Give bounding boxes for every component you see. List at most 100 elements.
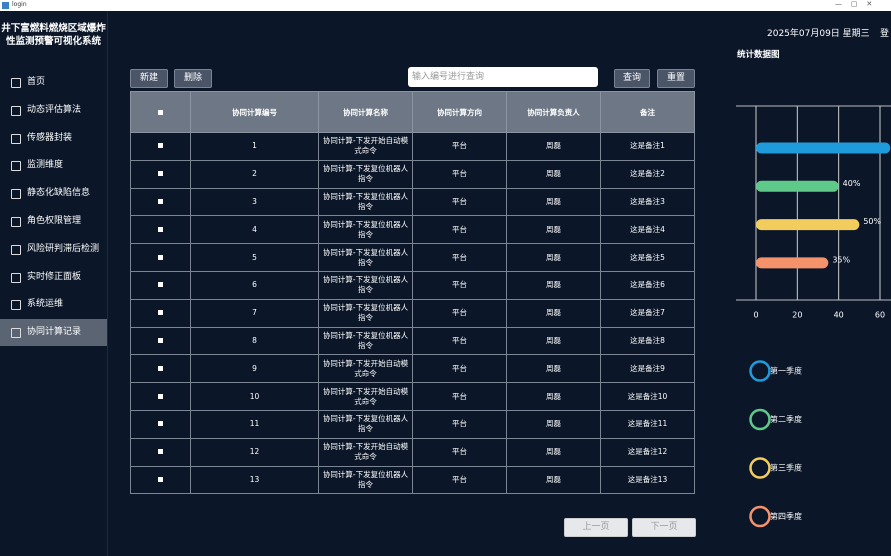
- menu-item[interactable]: 实时修正面板: [0, 264, 107, 291]
- bar: [756, 142, 891, 154]
- menu-item[interactable]: 系统运维: [0, 291, 107, 318]
- column-header: 协同计算方向: [412, 91, 507, 133]
- row-select[interactable]: [130, 132, 191, 161]
- row-select[interactable]: [130, 409, 191, 439]
- row-select[interactable]: [130, 326, 191, 356]
- row-select[interactable]: [130, 354, 191, 384]
- column-header: 协同计算名称: [318, 91, 413, 133]
- cell: 1: [190, 132, 319, 161]
- row-select[interactable]: [130, 465, 191, 495]
- query-button[interactable]: 查询: [614, 69, 650, 88]
- cell: 平台: [412, 326, 507, 356]
- table-row: 4 协同计算-下发复位机器人指令 平台 周磊 这是备注4: [130, 215, 695, 245]
- cell: 这是备注5: [600, 243, 695, 272]
- cell: 周磊: [506, 215, 601, 245]
- cell: 周磊: [506, 382, 601, 411]
- cell: 7: [190, 298, 319, 328]
- cell: 平台: [412, 243, 507, 272]
- menu-item[interactable]: 传感器封装: [0, 125, 107, 152]
- cell: 11: [190, 409, 319, 439]
- cell: 9: [190, 354, 319, 384]
- cell: 协同计算-下发复位机器人指令: [318, 409, 413, 439]
- menu-item[interactable]: 静态化缺陷信息: [0, 180, 107, 207]
- table-row: 1 协同计算-下发开始自动模式命令 平台 周磊 这是备注1: [130, 132, 695, 161]
- cell: 平台: [412, 354, 507, 384]
- row-select[interactable]: [130, 382, 191, 411]
- select-all[interactable]: [130, 91, 191, 133]
- cell: 3: [190, 187, 319, 217]
- title-line: 性监测预警可视化系统: [5, 36, 101, 47]
- row-select[interactable]: [130, 270, 191, 300]
- new-button[interactable]: 新建: [130, 69, 168, 88]
- legend-swatch: [749, 360, 771, 382]
- menu-item[interactable]: 协同计算记录: [0, 319, 107, 347]
- cell: 平台: [412, 382, 507, 411]
- value-label: 35%: [832, 255, 850, 264]
- title-line: 井下富燃料燃烧区域爆炸: [1, 23, 106, 34]
- prev-button[interactable]: 上一页: [564, 518, 628, 537]
- cell: 这是备注9: [600, 354, 695, 384]
- cell: 这是备注4: [600, 215, 695, 245]
- cell: 协同计算-下发复位机器人指令: [318, 243, 413, 272]
- x-tick-label: 20: [792, 311, 802, 320]
- cell: 这是备注13: [600, 465, 695, 495]
- table-row: 12 协同计算-下发开始自动模式命令 平台 周磊 这是备注12: [130, 437, 695, 467]
- bar: [756, 219, 860, 231]
- cell: 这是备注8: [600, 326, 695, 356]
- cell: 协同计算-下发复位机器人指令: [318, 159, 413, 189]
- x-tick-label: 0: [753, 311, 758, 320]
- delete-button[interactable]: 删除: [174, 69, 212, 88]
- cell: 协同计算-下发复位机器人指令: [318, 326, 413, 356]
- value-label: 40%: [843, 179, 861, 188]
- cell: 周磊: [506, 465, 601, 495]
- reset-button[interactable]: 重置: [657, 69, 695, 88]
- menu-item[interactable]: 监测维度: [0, 152, 107, 179]
- menu-item[interactable]: 动态评估算法: [0, 97, 107, 124]
- cell: 协同计算-下发开始自动模式命令: [318, 354, 413, 384]
- cell: 平台: [412, 270, 507, 300]
- cell: 2: [190, 159, 319, 189]
- legend-swatch: [749, 408, 771, 431]
- login[interactable]: 登: [880, 29, 890, 39]
- row-select[interactable]: [130, 243, 191, 272]
- row-select[interactable]: [130, 215, 191, 245]
- cell: 平台: [412, 409, 507, 439]
- next-button[interactable]: 下一页: [632, 518, 696, 537]
- column-header: 协同计算编号: [190, 91, 319, 133]
- row-select[interactable]: [130, 298, 191, 328]
- cell: 这是备注2: [600, 159, 695, 189]
- column-header: 协同计算负责人: [506, 91, 601, 133]
- legend-swatch: [749, 505, 771, 528]
- cell: 协同计算-下发复位机器人指令: [318, 298, 413, 328]
- cell: 平台: [412, 132, 507, 161]
- cell: 协同计算-下发复位机器人指令: [318, 465, 413, 495]
- table-row: 11 协同计算-下发复位机器人指令 平台 周磊 这是备注11: [130, 409, 695, 439]
- row-select[interactable]: [130, 187, 191, 217]
- menu-item[interactable]: 风险研判滞后检测: [0, 236, 107, 263]
- cell: 周磊: [506, 326, 601, 356]
- bar: [756, 180, 839, 192]
- cell: 这是备注12: [600, 437, 695, 467]
- search-input[interactable]: 输入编号进行查询: [408, 67, 598, 87]
- cell: 协同计算-下发复位机器人指令: [318, 215, 413, 245]
- legend-label: 第一季度: [770, 366, 802, 376]
- row-select[interactable]: [130, 159, 191, 189]
- cell: 6: [190, 270, 319, 300]
- menu-item[interactable]: 角色权限管理: [0, 208, 107, 235]
- cell: 10: [190, 382, 319, 411]
- cell: 周磊: [506, 243, 601, 272]
- chart-title: 统计数据图: [737, 50, 780, 60]
- cell: 平台: [412, 465, 507, 495]
- bar: [756, 257, 829, 269]
- row-select[interactable]: [130, 437, 191, 467]
- cell: 平台: [412, 159, 507, 189]
- menu-item[interactable]: 首页: [0, 69, 107, 96]
- x-tick-label: 40: [834, 311, 844, 320]
- cell: 这是备注6: [600, 270, 695, 300]
- system-title: 井下富燃料燃烧区域爆炸 性监测预警可视化系统: [0, 22, 107, 48]
- cell: 平台: [412, 437, 507, 467]
- legend-label: 第四季度: [770, 511, 802, 521]
- cell: 协同计算-下发复位机器人指令: [318, 187, 413, 217]
- cell: 平台: [412, 187, 507, 217]
- table-row: 7 协同计算-下发复位机器人指令 平台 周磊 这是备注7: [130, 298, 695, 328]
